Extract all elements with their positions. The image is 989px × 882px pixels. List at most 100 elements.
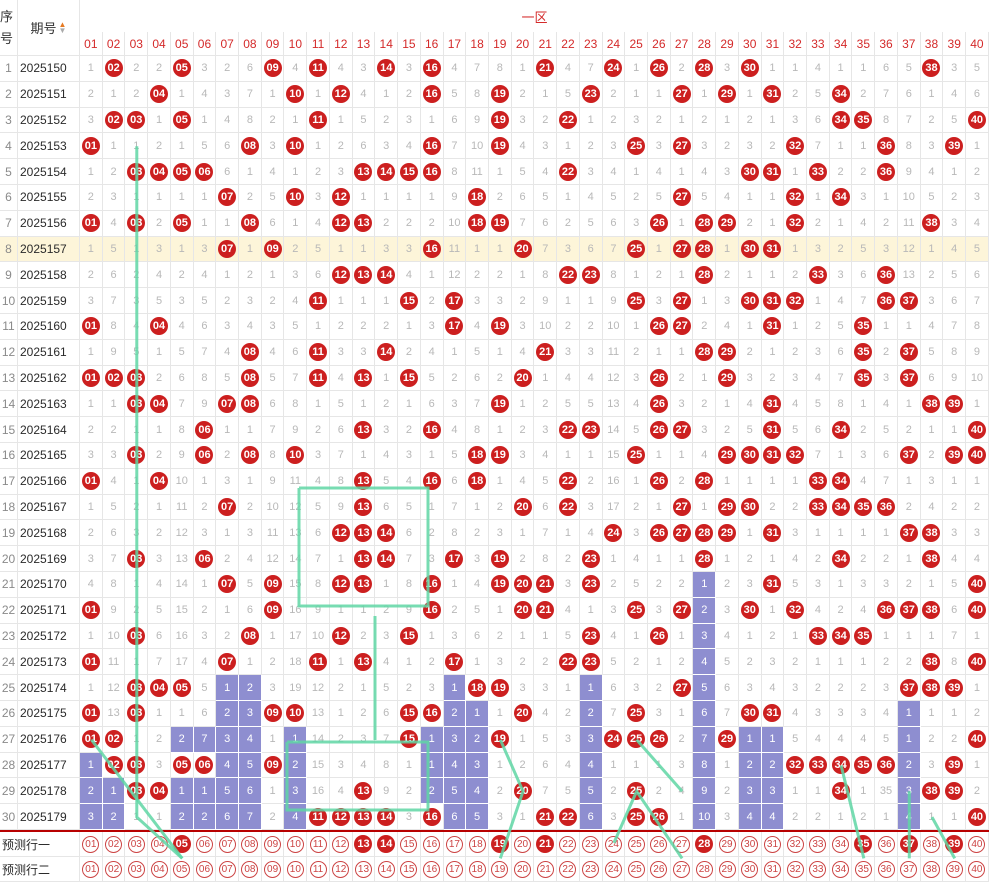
prediction-cell[interactable]: 31 xyxy=(761,857,785,882)
prediction-cell[interactable]: 07 xyxy=(216,832,240,857)
prediction-cell[interactable]: 17 xyxy=(443,857,467,882)
selectable-number-ring[interactable]: 23 xyxy=(582,835,600,853)
prediction-cell[interactable]: 19 xyxy=(488,832,512,857)
prediction-cell[interactable]: 34 xyxy=(829,832,853,857)
selectable-number-ring[interactable]: 22 xyxy=(559,860,577,878)
prediction-cell[interactable]: 33 xyxy=(807,857,830,882)
sort-icon[interactable]: ▲ ▼ xyxy=(58,19,67,35)
selectable-number-ring[interactable]: 40 xyxy=(968,835,986,853)
prediction-cell[interactable]: 19 xyxy=(488,857,512,882)
selectable-number-ring[interactable]: 27 xyxy=(673,835,691,853)
selectable-number-ring[interactable]: 15 xyxy=(400,860,418,878)
prediction-cell[interactable]: 23 xyxy=(579,832,603,857)
prediction-cell[interactable]: 27 xyxy=(670,857,694,882)
predicted-number-ball[interactable]: 19 xyxy=(490,835,509,853)
selectable-number-ring[interactable]: 02 xyxy=(105,860,123,878)
selectable-number-ring[interactable]: 40 xyxy=(968,860,986,878)
selectable-number-ring[interactable]: 18 xyxy=(468,860,486,878)
prediction-cell[interactable]: 11 xyxy=(307,832,330,857)
selectable-number-ring[interactable]: 16 xyxy=(423,835,441,853)
selectable-number-ring[interactable]: 24 xyxy=(604,860,622,878)
selectable-number-ring[interactable]: 05 xyxy=(173,860,191,878)
prediction-cell[interactable]: 23 xyxy=(579,857,603,882)
prediction-cell[interactable]: 30 xyxy=(738,832,762,857)
selectable-number-ring[interactable]: 17 xyxy=(445,835,463,853)
prediction-cell[interactable]: 18 xyxy=(466,832,489,857)
selectable-number-ring[interactable]: 38 xyxy=(922,835,940,853)
prediction-cell[interactable]: 03 xyxy=(125,857,149,882)
prediction-cell[interactable]: 05 xyxy=(170,832,194,857)
selectable-number-ring[interactable]: 36 xyxy=(877,860,895,878)
selectable-number-ring[interactable]: 37 xyxy=(900,860,918,878)
prediction-cell[interactable]: 39 xyxy=(943,832,967,857)
selectable-number-ring[interactable]: 39 xyxy=(945,860,963,878)
selectable-number-ring[interactable]: 33 xyxy=(809,860,827,878)
prediction-cell[interactable]: 38 xyxy=(920,857,944,882)
prediction-cell[interactable]: 37 xyxy=(897,832,921,857)
selectable-number-ring[interactable]: 20 xyxy=(514,835,532,853)
selectable-number-ring[interactable]: 04 xyxy=(150,860,168,878)
prediction-cell[interactable]: 24 xyxy=(602,832,626,857)
prediction-cell[interactable]: 05 xyxy=(170,857,194,882)
predicted-number-ball[interactable]: 35 xyxy=(854,835,873,853)
prediction-cell[interactable]: 40 xyxy=(966,832,989,857)
predicted-number-ball[interactable]: 13 xyxy=(354,835,373,853)
selectable-number-ring[interactable]: 03 xyxy=(127,860,145,878)
selectable-number-ring[interactable]: 14 xyxy=(377,860,395,878)
prediction-cell[interactable]: 03 xyxy=(125,832,149,857)
prediction-cell[interactable]: 13 xyxy=(352,857,376,882)
prediction-cell[interactable]: 36 xyxy=(875,857,898,882)
prediction-cell[interactable]: 13 xyxy=(352,832,376,857)
prediction-cell[interactable]: 01 xyxy=(80,832,103,857)
selectable-number-ring[interactable]: 36 xyxy=(877,835,895,853)
selectable-number-ring[interactable]: 23 xyxy=(582,860,600,878)
selectable-number-ring[interactable]: 13 xyxy=(354,860,372,878)
selectable-number-ring[interactable]: 20 xyxy=(514,860,532,878)
predicted-number-ball[interactable]: 14 xyxy=(377,835,396,853)
prediction-cell[interactable]: 20 xyxy=(511,832,535,857)
selectable-number-ring[interactable]: 31 xyxy=(763,860,781,878)
selectable-number-ring[interactable]: 07 xyxy=(218,860,236,878)
selectable-number-ring[interactable]: 26 xyxy=(650,835,668,853)
prediction-cell[interactable]: 15 xyxy=(398,857,421,882)
prediction-cell[interactable]: 15 xyxy=(398,832,421,857)
predicted-number-ball[interactable]: 28 xyxy=(695,835,714,853)
selectable-number-ring[interactable]: 06 xyxy=(195,860,213,878)
selectable-number-ring[interactable]: 25 xyxy=(627,860,645,878)
prediction-cell[interactable]: 08 xyxy=(239,832,262,857)
prediction-cell[interactable]: 12 xyxy=(329,832,353,857)
selectable-number-ring[interactable]: 09 xyxy=(264,835,282,853)
prediction-cell[interactable]: 35 xyxy=(852,832,876,857)
selectable-number-ring[interactable]: 16 xyxy=(423,860,441,878)
prediction-cell[interactable]: 35 xyxy=(852,857,876,882)
prediction-cell[interactable]: 33 xyxy=(807,832,830,857)
selectable-number-ring[interactable]: 34 xyxy=(832,835,850,853)
selectable-number-ring[interactable]: 32 xyxy=(786,860,804,878)
prediction-cell[interactable]: 09 xyxy=(261,832,285,857)
selectable-number-ring[interactable]: 10 xyxy=(286,835,304,853)
prediction-cell[interactable]: 14 xyxy=(375,832,399,857)
prediction-cell[interactable]: 06 xyxy=(193,857,217,882)
prediction-cell[interactable]: 12 xyxy=(329,857,353,882)
prediction-cell[interactable]: 32 xyxy=(784,832,808,857)
selectable-number-ring[interactable]: 30 xyxy=(741,835,759,853)
selectable-number-ring[interactable]: 15 xyxy=(400,835,418,853)
predicted-number-ball[interactable]: 05 xyxy=(172,835,191,853)
selectable-number-ring[interactable]: 06 xyxy=(195,835,213,853)
prediction-cell[interactable]: 22 xyxy=(557,832,580,857)
selectable-number-ring[interactable]: 12 xyxy=(332,835,350,853)
prediction-cell[interactable]: 34 xyxy=(829,857,853,882)
prediction-cell[interactable]: 30 xyxy=(738,857,762,882)
prediction-cell[interactable]: 25 xyxy=(625,832,648,857)
selectable-number-ring[interactable]: 10 xyxy=(286,860,304,878)
prediction-cell[interactable]: 04 xyxy=(148,832,171,857)
prediction-cell[interactable]: 40 xyxy=(966,857,989,882)
prediction-cell[interactable]: 28 xyxy=(693,832,717,857)
prediction-cell[interactable]: 18 xyxy=(466,857,489,882)
selectable-number-ring[interactable]: 27 xyxy=(673,860,691,878)
selectable-number-ring[interactable]: 02 xyxy=(105,835,123,853)
selectable-number-ring[interactable]: 38 xyxy=(922,860,940,878)
prediction-cell[interactable]: 02 xyxy=(102,832,126,857)
selectable-number-ring[interactable]: 07 xyxy=(218,835,236,853)
predicted-number-ball[interactable]: 37 xyxy=(899,835,918,853)
